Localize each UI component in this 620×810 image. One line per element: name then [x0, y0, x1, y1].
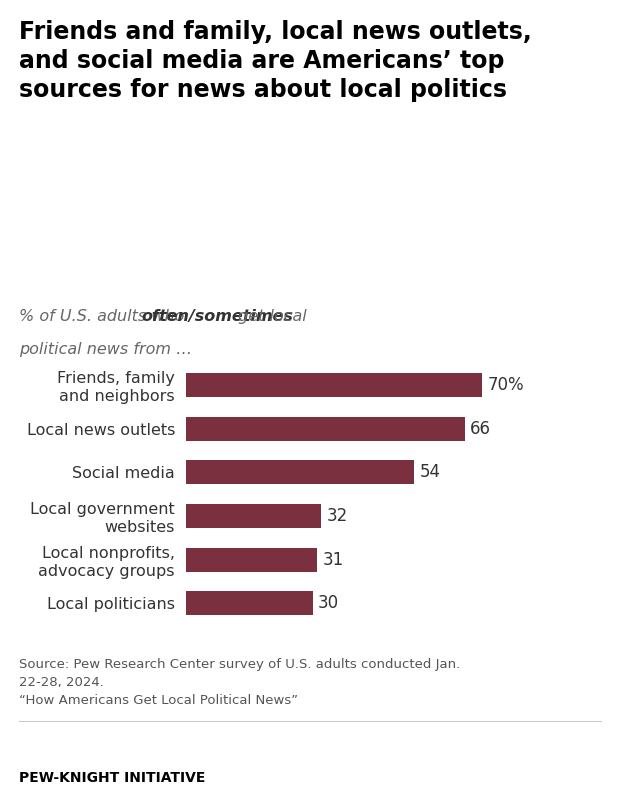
Bar — [186, 548, 317, 572]
Text: 31: 31 — [322, 551, 343, 569]
Text: Source: Pew Research Center survey of U.S. adults conducted Jan.
22-28, 2024.
“H: Source: Pew Research Center survey of U.… — [19, 658, 460, 706]
Text: get local: get local — [233, 309, 307, 325]
Text: 54: 54 — [420, 463, 441, 481]
Text: 66: 66 — [471, 420, 491, 437]
Text: PEW-KNIGHT INITIATIVE: PEW-KNIGHT INITIATIVE — [19, 771, 205, 785]
Text: % of U.S. adults who: % of U.S. adults who — [19, 309, 189, 325]
Text: 30: 30 — [318, 595, 339, 612]
Text: 32: 32 — [327, 507, 348, 525]
Bar — [186, 373, 482, 397]
Bar — [186, 504, 321, 528]
Text: political news from …: political news from … — [19, 342, 192, 357]
Bar — [186, 416, 465, 441]
Bar — [186, 591, 313, 616]
Text: Friends and family, local news outlets,
and social media are Americans’ top
sour: Friends and family, local news outlets, … — [19, 20, 531, 102]
Text: 70%: 70% — [487, 376, 524, 394]
Text: often/sometimes: often/sometimes — [141, 309, 293, 325]
Bar — [186, 460, 414, 484]
